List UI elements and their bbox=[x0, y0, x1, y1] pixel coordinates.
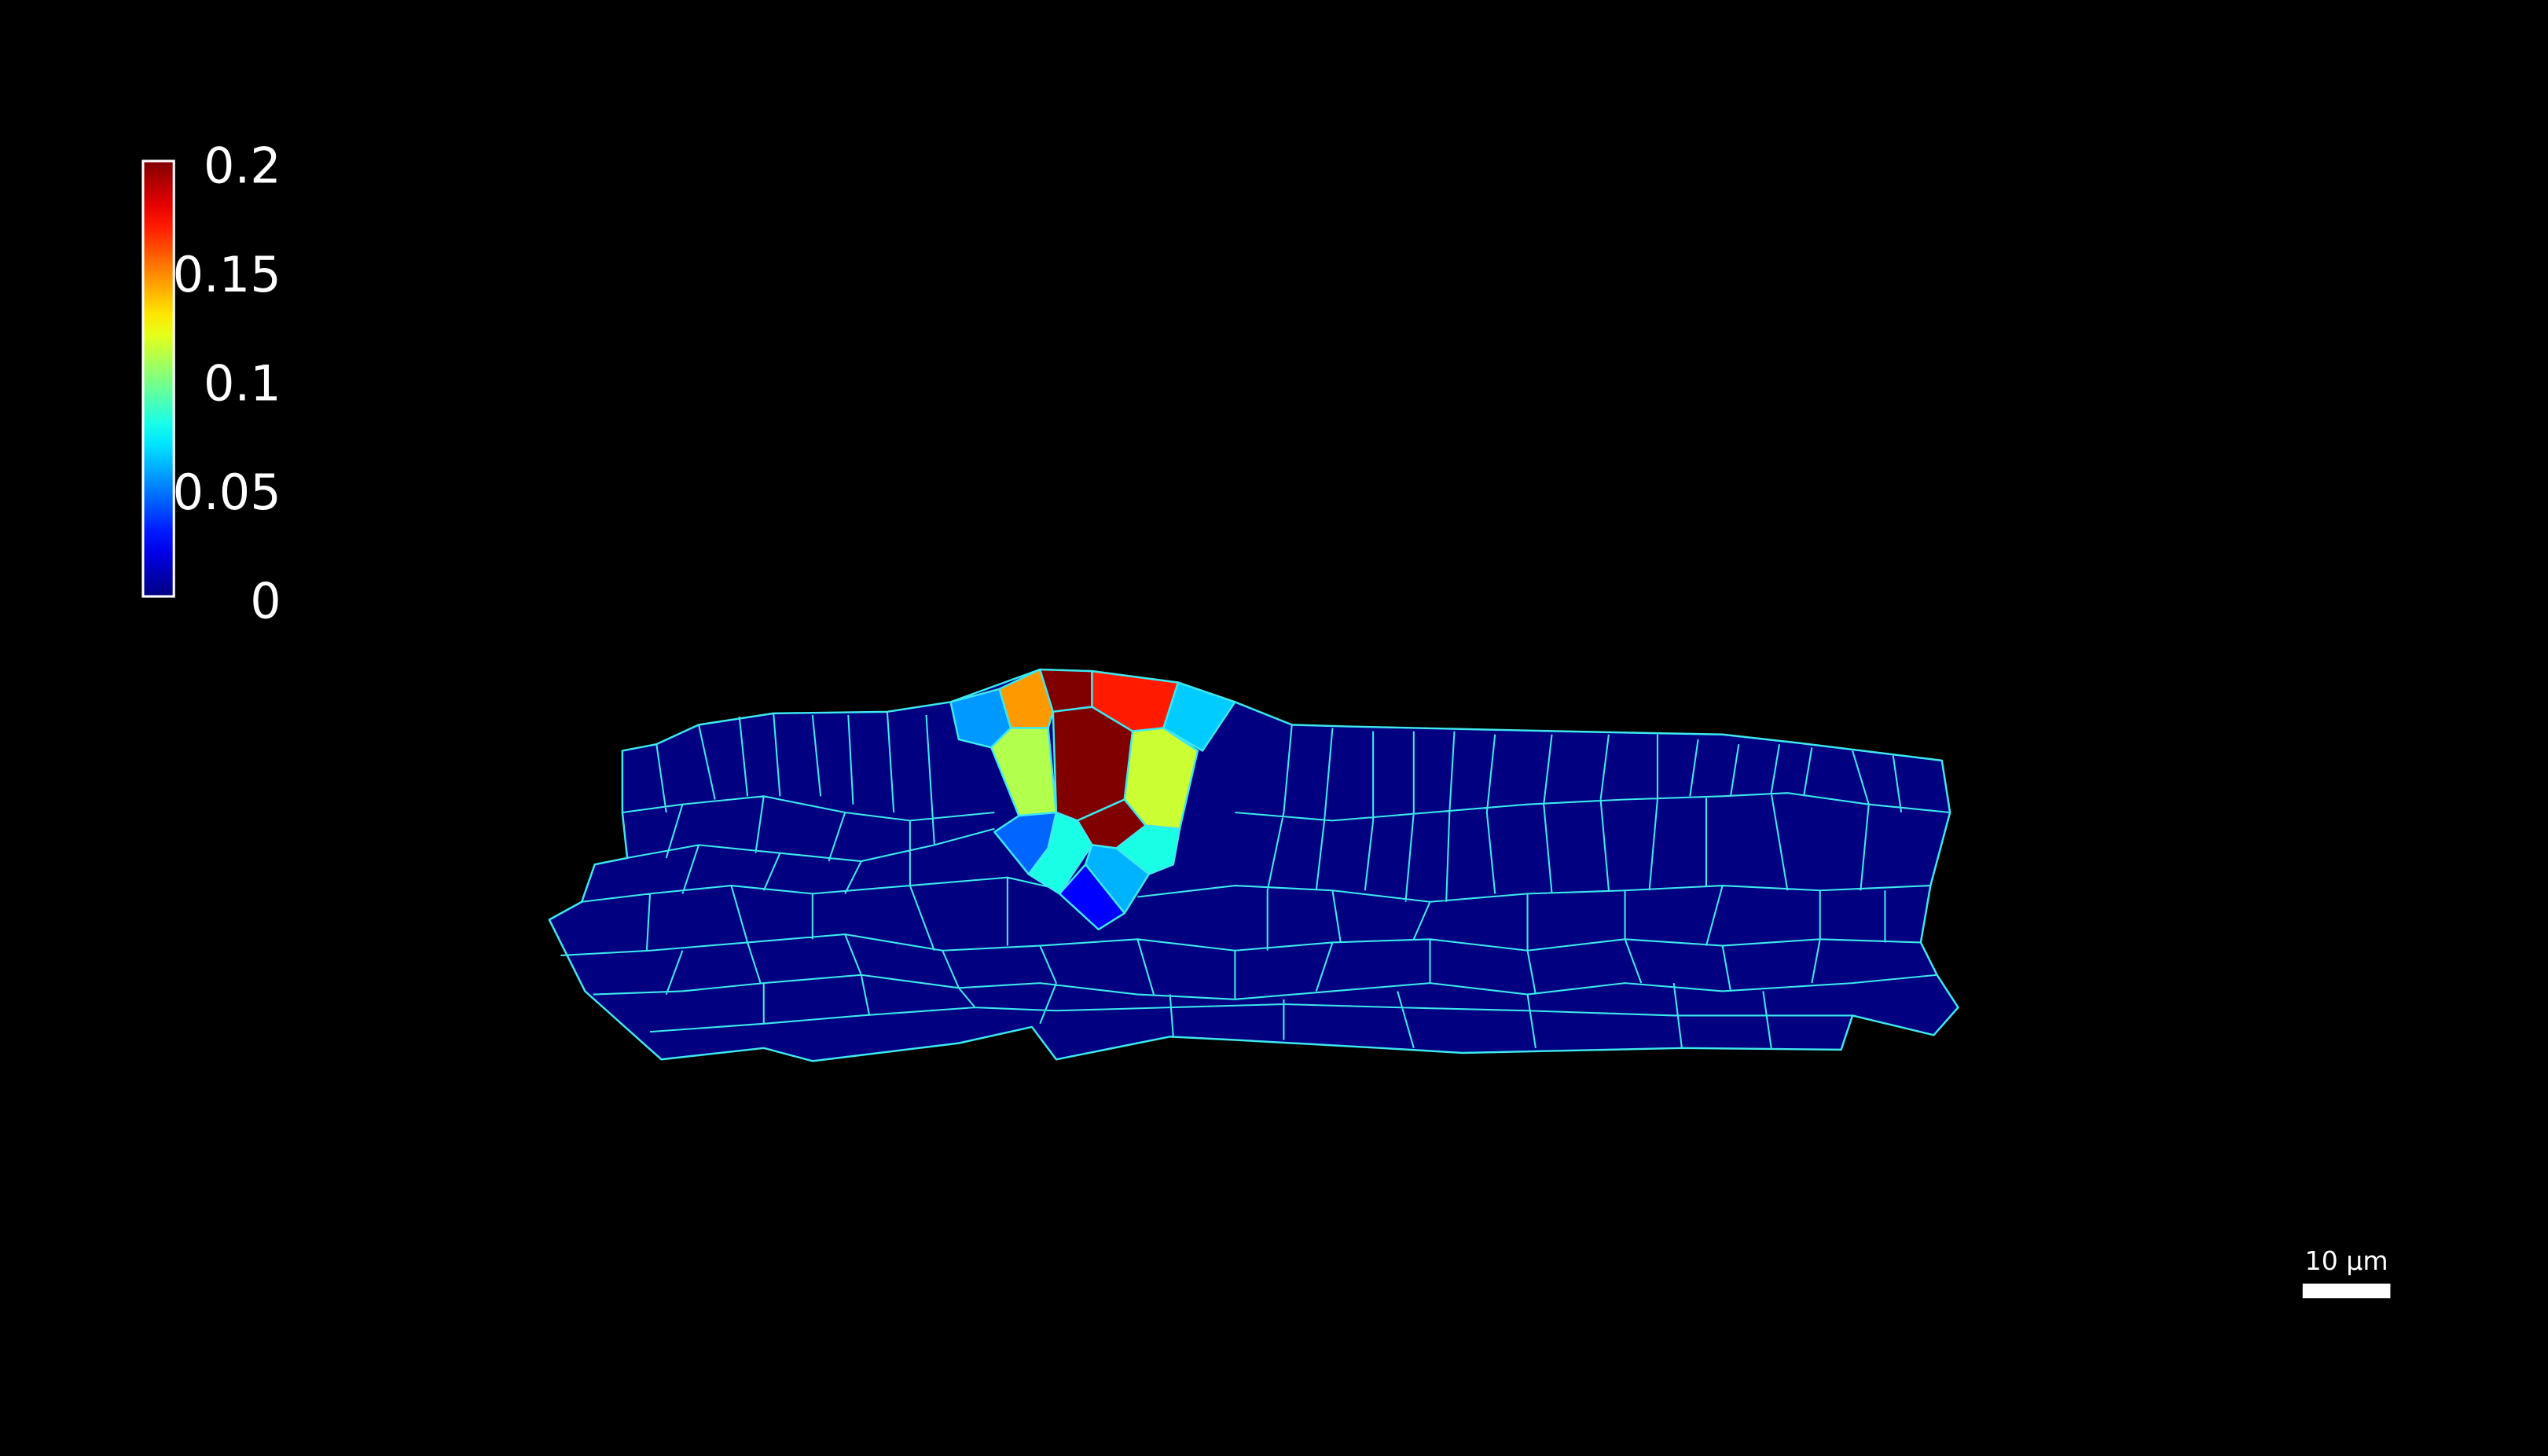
colorbar-gradient bbox=[141, 160, 175, 598]
cell bbox=[1162, 681, 1236, 752]
cell bbox=[989, 727, 1058, 817]
colorbar-tick-label: 0.05 bbox=[173, 464, 281, 521]
colorbar-tick-label: 0.1 bbox=[204, 354, 281, 412]
tissue bbox=[548, 668, 1959, 1062]
colorbar: 0.2 0.15 0.1 0.05 0 bbox=[141, 137, 281, 629]
colorbar-tick-label: 0.15 bbox=[173, 246, 281, 303]
cell bbox=[998, 668, 1055, 729]
cell bbox=[1058, 863, 1126, 931]
scale-bar-label: 10 μm bbox=[2305, 1245, 2388, 1276]
scale-bar bbox=[2302, 1283, 2391, 1299]
colorbar-tick-label: 0 bbox=[250, 572, 281, 629]
cell bbox=[1084, 844, 1151, 915]
cell-edges bbox=[560, 711, 1951, 1049]
cell bbox=[1115, 824, 1181, 875]
colorbar-tick-label: 0.2 bbox=[204, 137, 281, 194]
